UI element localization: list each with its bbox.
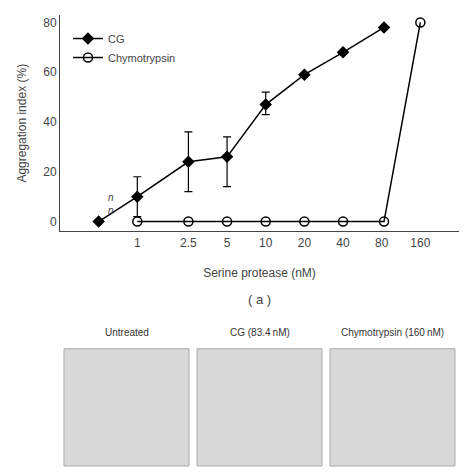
- svg-text:Aggregation index (%): Aggregation index (%): [15, 64, 29, 183]
- svg-text:2.5: 2.5: [180, 236, 197, 250]
- svg-text:10: 10: [259, 236, 273, 250]
- svg-text:40: 40: [43, 115, 57, 129]
- svg-text:20: 20: [43, 165, 57, 179]
- svg-text:CG (83.4 nM): CG (83.4 nM): [230, 327, 290, 338]
- svg-text:1: 1: [134, 236, 141, 250]
- svg-text:Chymotrypsin (160 nM): Chymotrypsin (160 nM): [341, 327, 444, 338]
- svg-text:Serine protease (nM): Serine protease (nM): [203, 266, 316, 280]
- svg-text:80: 80: [375, 236, 389, 250]
- svg-text:80: 80: [43, 16, 57, 30]
- svg-text:Untreated: Untreated: [105, 327, 149, 338]
- svg-text:CG: CG: [108, 33, 125, 45]
- svg-text:20: 20: [298, 236, 312, 250]
- svg-text:60: 60: [43, 65, 57, 79]
- svg-text:40: 40: [336, 236, 350, 250]
- svg-text:5: 5: [224, 236, 231, 250]
- svg-text:nn: nn: [108, 192, 114, 216]
- svg-text:0: 0: [50, 215, 57, 229]
- svg-text:160: 160: [410, 236, 430, 250]
- svg-text:Chymotrypsin: Chymotrypsin: [108, 52, 175, 64]
- svg-text:( a ): ( a ): [248, 292, 271, 307]
